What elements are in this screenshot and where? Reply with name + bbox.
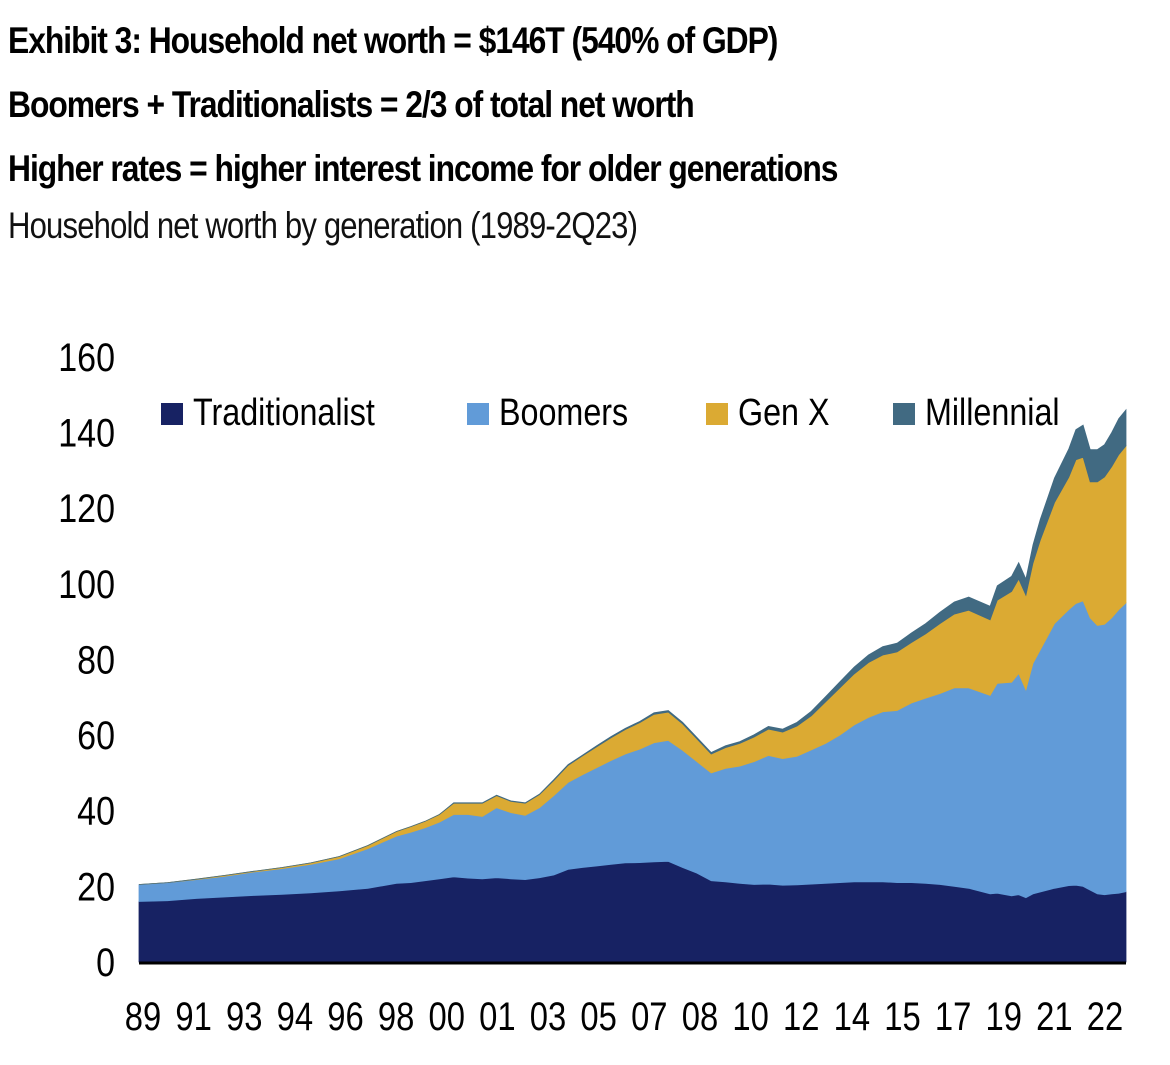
x-tick-label: 89 <box>125 994 161 1039</box>
legend-item-gen-x: Gen X <box>706 392 830 434</box>
legend-item-traditionalist: Traditionalist <box>161 392 375 434</box>
y-tick-label: 120 <box>58 486 115 531</box>
area-series-group <box>138 408 1127 963</box>
y-tick-label: 160 <box>58 334 115 379</box>
x-tick-label: 19 <box>986 994 1022 1039</box>
x-tick-label: 01 <box>479 994 515 1039</box>
x-tick-label: 03 <box>530 994 566 1039</box>
legend-swatch <box>161 403 183 425</box>
y-tick-label: 100 <box>58 561 115 606</box>
legend-label: Traditionalist <box>193 392 375 434</box>
x-tick-label: 14 <box>834 994 870 1039</box>
y-tick-label: 40 <box>77 788 115 833</box>
y-tick-label: 20 <box>77 864 115 909</box>
legend-item-millennial: Millennial <box>893 392 1060 434</box>
x-tick-label: 96 <box>327 994 363 1039</box>
x-tick-label: 10 <box>732 994 768 1039</box>
y-tick-label: 80 <box>77 637 115 682</box>
area-millennial <box>138 408 1127 885</box>
title-line-1: Exhibit 3: Household net worth = $146T (… <box>8 20 778 61</box>
x-tick-label: 05 <box>580 994 616 1039</box>
x-tick-label: 15 <box>884 994 920 1039</box>
x-tick-label: 94 <box>277 994 313 1039</box>
y-tick-label: 60 <box>77 712 115 757</box>
y-axis-ticks: 0 20 40 60 80 100 120 140 160 <box>58 334 115 984</box>
title-line-2: Boomers + Traditionalists = 2/3 of total… <box>8 84 695 125</box>
x-tick-label: 91 <box>175 994 211 1039</box>
legend: Traditionalist Boomers Gen X Millennial <box>161 392 1060 434</box>
x-tick-label: 07 <box>631 994 667 1039</box>
legend-label: Boomers <box>499 392 628 434</box>
x-tick-label: 98 <box>378 994 414 1039</box>
legend-swatch <box>893 403 915 425</box>
legend-item-boomers: Boomers <box>467 392 628 434</box>
y-tick-label: 140 <box>58 410 115 455</box>
legend-label: Gen X <box>738 392 830 434</box>
x-tick-label: 21 <box>1036 994 1072 1039</box>
stacked-area-chart: 0 20 40 60 80 100 120 140 160 89 91 93 94 96 98 00 01 03… <box>58 334 1127 1039</box>
legend-swatch <box>706 403 728 425</box>
x-axis-ticks: 89 91 93 94 96 98 00 01 03 05 07 08 10 12 14 15 17 19 21 22 <box>125 994 1123 1039</box>
chart-subtitle: Household net worth by generation (1989-… <box>8 205 638 246</box>
x-tick-label: 00 <box>429 994 465 1039</box>
x-tick-label: 22 <box>1087 994 1123 1039</box>
x-tick-label: 93 <box>226 994 262 1039</box>
y-tick-label: 0 <box>96 939 115 984</box>
title-line-3: Higher rates = higher interest income fo… <box>8 148 838 189</box>
x-tick-label: 17 <box>935 994 971 1039</box>
legend-swatch <box>467 403 489 425</box>
x-tick-label: 08 <box>682 994 718 1039</box>
x-tick-label: 12 <box>783 994 819 1039</box>
legend-label: Millennial <box>925 392 1060 434</box>
